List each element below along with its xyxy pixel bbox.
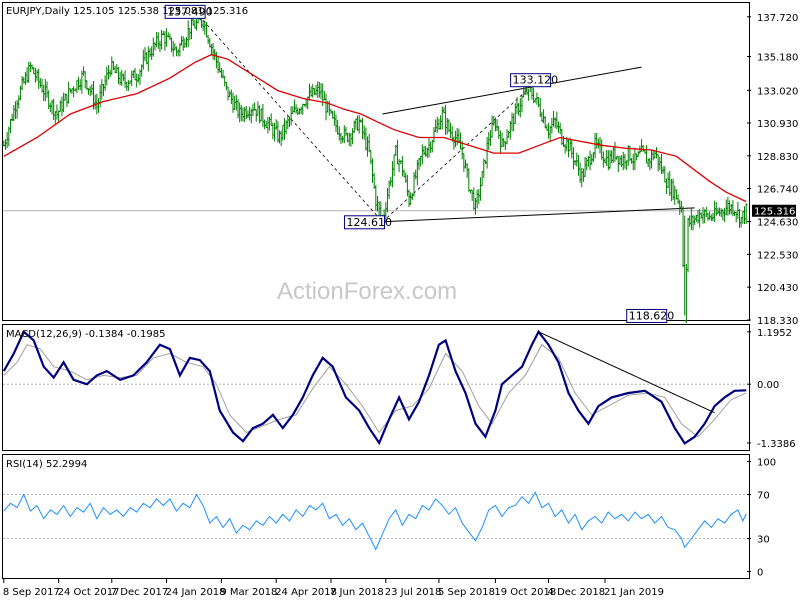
price-tick-label: 128.830	[757, 152, 798, 163]
rsi-tick-label: 70	[757, 491, 770, 502]
date-tick-label: 8 Sep 2017	[3, 587, 60, 598]
rsi-title: RSI(14) 52.2994	[6, 459, 87, 470]
ohlc-bar	[744, 203, 748, 225]
macd-tick-label: -1.3386	[757, 439, 796, 450]
macd-line	[2, 329, 747, 446]
date-tick-label: 5 Sep 2018	[438, 587, 495, 598]
price-tick-label: 124.630	[757, 217, 798, 228]
annotation-label: 137.490	[167, 5, 213, 18]
price-tick-label: 122.530	[757, 250, 798, 261]
rsi-gridlines	[3, 494, 747, 539]
moving-average	[3, 53, 747, 203]
annotation-label: 118.620	[629, 309, 675, 322]
date-tick-label: 7 Dec 2017	[111, 587, 169, 598]
ohlc-values: 125.105 125.538 125.081 125.316	[73, 6, 248, 17]
rsi-tick-label: 0	[757, 567, 763, 578]
date-tick-label: 24 Jan 2018	[166, 587, 226, 598]
trendline	[382, 207, 695, 223]
date-tick-label: 24 Oct 2017	[58, 587, 120, 598]
last-price-label: 125.316	[754, 207, 795, 218]
price-tick-label: 118.330	[757, 316, 798, 327]
moving-average-line	[3, 53, 747, 203]
annotation-box	[510, 73, 552, 88]
annotation-label: 133.120	[513, 74, 559, 87]
annotation-box	[164, 4, 206, 19]
annotation-box	[626, 308, 668, 323]
price-trendlines	[202, 20, 695, 223]
date-tick-label: 9 Mar 2018	[220, 587, 277, 598]
macd-trendline	[538, 331, 715, 414]
symbol-label: EURJPY	[6, 6, 42, 17]
price-tick-label: 130.930	[757, 119, 798, 130]
macd-tick-label: 0.00	[757, 380, 779, 391]
timeframe-label: Daily	[45, 6, 70, 17]
trendline	[382, 66, 642, 115]
price-annotation: 133.120	[510, 73, 559, 88]
annotation-box	[343, 215, 385, 230]
watermark: ActionForex.com	[277, 278, 457, 305]
dashed-trendline	[202, 20, 383, 223]
macd-panel[interactable]	[2, 324, 750, 451]
price-series	[2, 10, 748, 323]
date-tick-label: 23 Jul 2018	[385, 587, 442, 598]
rsi-tick-label: 30	[757, 534, 770, 545]
date-tick-label: 7 Jun 2018	[330, 587, 384, 598]
price-tick-label: 120.430	[757, 283, 798, 294]
price-panel[interactable]	[2, 2, 750, 321]
rsi-panel[interactable]	[2, 454, 750, 579]
price-tick-label: 126.740	[757, 184, 798, 195]
date-tick-label: 24 Apr 2018	[275, 587, 337, 598]
rsi-tick-label: 100	[757, 458, 776, 469]
price-annotation: 137.490	[164, 4, 213, 19]
last-price-marker	[752, 204, 796, 217]
date-tick-label: 21 Jan 2019	[604, 587, 664, 598]
date-tick-label: 4 Dec 2018	[548, 587, 606, 598]
rsi-line	[3, 491, 747, 551]
price-annotations: 137.490 133.120 124.610 118.620	[164, 4, 675, 323]
rsi-series	[3, 491, 747, 551]
price-tick-label: 137.720	[757, 13, 798, 24]
date-tick-label: 19 Oct 2018	[494, 587, 556, 598]
price-annotation: 124.610	[343, 215, 392, 230]
macd-title: MACD(12,26,9) -0.1384 -0.1985	[6, 329, 166, 340]
macd-tick-label: 1.1952	[757, 328, 792, 339]
price-tick-label: 133.020	[757, 86, 798, 97]
price-annotation: 118.620	[626, 308, 675, 323]
y-axis: 125.316 137.720 135.180 133.020 130.930 128.8…	[747, 13, 798, 578]
macd-series	[2, 329, 747, 446]
dashed-trendline	[382, 88, 529, 223]
annotation-label: 124.610	[346, 216, 392, 229]
symbol-header: EURJPY,Daily 125.105 125.538 125.081 125…	[6, 6, 248, 17]
price-tick-label: 135.180	[757, 52, 798, 63]
